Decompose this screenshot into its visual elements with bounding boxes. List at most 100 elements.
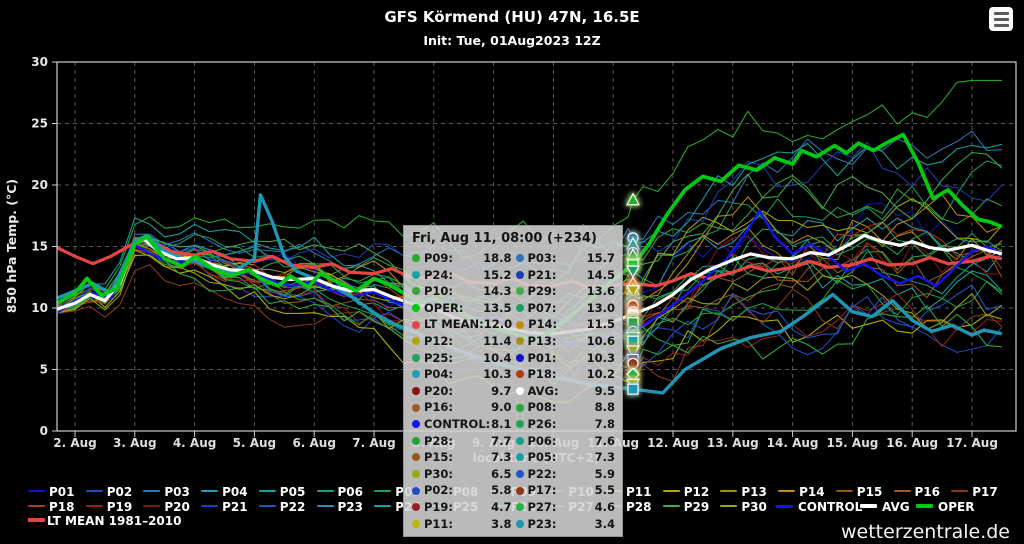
watermark: wetterzentrale.de [841, 521, 1010, 543]
highlight-marker-P23 [627, 383, 639, 395]
series-color-dot [515, 254, 524, 263]
legend-swatch-P06 [316, 490, 334, 492]
tooltip-entry-P01: P01: 10.3 [514, 350, 618, 367]
series-value: 6.5 [491, 466, 512, 481]
tooltip-row: P24: 15.2 P21: 14.5 [410, 267, 617, 284]
series-value: 7.3 [491, 450, 512, 465]
series-value: 13.5 [483, 300, 512, 315]
y-tick-label: 5 [40, 363, 48, 377]
legend-item-CONTROL: CONTROL [798, 500, 863, 514]
series-value: 13.6 [586, 284, 615, 299]
series-value: 8.1 [491, 416, 512, 431]
tooltip-entry-P17: P17: 5.5 [514, 482, 618, 499]
x-tick-label: 7. Aug [352, 436, 396, 450]
series-color-dot [412, 337, 420, 346]
tooltip-entry-P21: P21: 14.5 [514, 267, 618, 284]
series-color-dot [515, 387, 524, 396]
legend-swatch-P30 [720, 505, 738, 507]
series-value: 7.7 [491, 433, 512, 448]
legend-swatch-AVG [860, 504, 877, 508]
series-label: P28: [424, 433, 454, 448]
series-label: P17: [527, 483, 557, 498]
series-label: P19: [424, 499, 454, 514]
series-label: P15: [424, 450, 454, 465]
legend-swatch-P13 [720, 490, 738, 492]
hamburger-menu-icon[interactable] [989, 7, 1013, 31]
series-color-dot [412, 254, 420, 263]
legend-item-P03: P03 [164, 485, 190, 499]
y-axis-label: 850 hPa Temp. (°C) [4, 179, 19, 313]
x-tick-label: 6. Aug [292, 436, 336, 450]
tooltip-title: Fri, Aug 11, 08:00 (+234) [412, 231, 597, 246]
tooltip-entry-P13: P13: 10.6 [514, 333, 618, 350]
x-tick-label: 12. Aug [647, 436, 699, 450]
series-value: 18.8 [483, 251, 512, 265]
y-tick-label: 0 [40, 424, 48, 438]
series-label: P12: [424, 333, 454, 348]
legend-item-P17: P17 [972, 485, 998, 499]
series-value: 9.0 [491, 400, 512, 415]
series-label: P10: [424, 284, 454, 299]
tooltip-row: P19: 4.7 P27: 4.6 [410, 499, 617, 516]
series-label: P11: [424, 516, 454, 531]
series-label: AVG: [527, 383, 559, 398]
legend-swatch-P17 [951, 490, 969, 492]
series-label: P29: [527, 284, 557, 299]
series-value: 7.8 [594, 416, 615, 431]
init-line: Init: Tue, 01Aug2023 12Z [423, 33, 601, 48]
series-color-dot [515, 453, 524, 462]
legend-swatch-P19 [85, 505, 103, 507]
series-color-dot [515, 420, 524, 429]
legend-swatch-P03 [143, 490, 161, 492]
tooltip-entry-AVG: AVG: 9.5 [514, 383, 618, 400]
series-label: P26: [527, 416, 557, 431]
series-color-dot [515, 353, 524, 362]
series-color-dot [515, 337, 524, 346]
menu-bar [993, 11, 1009, 15]
legend-swatch-P02 [85, 490, 103, 492]
series-label: CONTROL: [424, 416, 491, 431]
series-color-dot [515, 470, 524, 479]
legend-item-OPER: OPER [938, 500, 975, 514]
series-label: P25: [424, 350, 454, 365]
x-tick-label: 15. Aug [826, 436, 878, 450]
x-tick-label: 13. Aug [707, 436, 759, 450]
series-value: 15.2 [483, 267, 512, 282]
legend-item-P19: P19 [106, 500, 133, 514]
legend-swatch-LT-MEAN-1981–2010 [28, 518, 45, 522]
legend-item-P21: P21 [222, 500, 248, 514]
series-color-dot [515, 287, 524, 296]
series-color-dot [412, 436, 420, 445]
series-value: 7.6 [594, 433, 615, 448]
legend-item-P11: P11 [626, 485, 652, 499]
legend-item-P16: P16 [914, 485, 941, 499]
tooltip-row: LT MEAN: 12.0 P14: 11.5 [410, 316, 617, 333]
y-tick-label: 15 [31, 240, 48, 254]
y-tick-label: 10 [31, 301, 48, 315]
tooltip-row: P04: 10.3 P18: 10.2 [410, 366, 617, 383]
series-label: P08: [527, 400, 557, 415]
series-label: P14: [528, 317, 558, 332]
tooltip-entry-P25: P25: 10.4 [410, 350, 514, 367]
series-value: 12.0 [483, 317, 513, 332]
tooltip-entry-P19: P19: 4.7 [410, 499, 514, 516]
series-value: 8.8 [594, 400, 615, 415]
series-value: 15.7 [586, 251, 615, 265]
tooltip-row: P25: 10.4 P01: 10.3 [410, 350, 617, 367]
highlight-marker-P12 [625, 285, 641, 299]
legend-item-LT-MEAN-1981–2010: LT MEAN 1981–2010 [47, 514, 182, 528]
series-color-dot [412, 387, 420, 396]
legend-item-AVG: AVG [882, 500, 910, 514]
highlight-marker-P17 [627, 357, 639, 369]
tooltip-entry-OPER: OPER: 13.5 [410, 300, 514, 317]
legend-item-P14: P14 [799, 485, 825, 499]
legend-swatch-P12 [662, 490, 680, 492]
y-tick-label: 25 [31, 117, 48, 131]
series-color-dot [515, 486, 524, 495]
legend-item-P20: P20 [164, 500, 190, 514]
series-value: 3.4 [594, 516, 615, 531]
series-label: P04: [424, 367, 454, 382]
legend-item-P01: P01 [49, 485, 75, 499]
legend-item-P05: P05 [279, 485, 306, 499]
